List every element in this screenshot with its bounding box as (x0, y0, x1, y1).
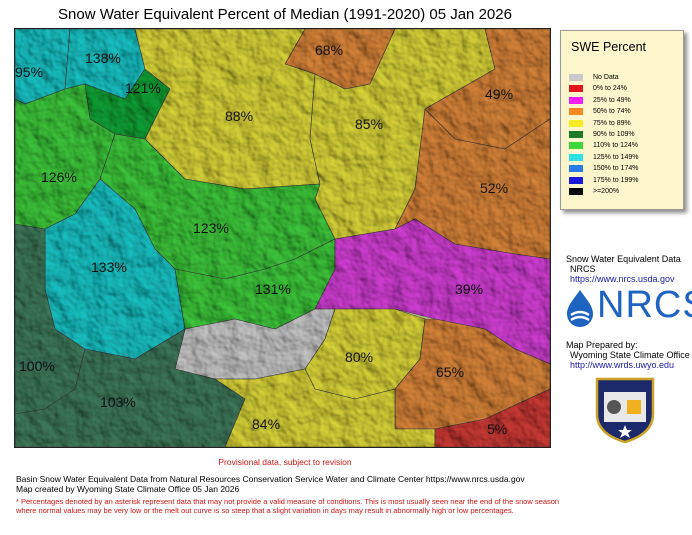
legend-label: >=200% (593, 187, 619, 197)
legend-swatch (569, 154, 583, 161)
basin-label-b4: 68% (315, 42, 343, 58)
legend-label: 175% to 199% (593, 176, 639, 186)
legend-swatch (569, 108, 583, 115)
legend-label: No Data (593, 73, 619, 83)
basin-label-b11: 133% (91, 259, 127, 275)
legend-label: 125% to 149% (593, 153, 639, 163)
credit-line-2: Map created by Wyoming State Climate Off… (16, 484, 239, 494)
basin-label-b14: 100% (19, 358, 55, 374)
basin-label-b6: 85% (355, 116, 383, 132)
legend-swatch (569, 177, 583, 184)
basin-label-b5: 88% (225, 108, 253, 124)
shield-icon (594, 376, 656, 444)
water-drop-icon (563, 288, 597, 328)
basin-label-b12: 131% (255, 281, 291, 297)
basin-label-b10: 52% (480, 180, 508, 196)
basin-label-b1: 95% (15, 64, 43, 80)
legend-swatch (569, 85, 583, 92)
legend-swatch (569, 188, 583, 195)
basin-label-b9: 123% (193, 220, 229, 236)
nrcs-logo: NRCS (563, 288, 688, 328)
legend-title: SWE Percent (571, 40, 646, 54)
legend-item: >=200% (569, 187, 679, 197)
legend-label: 90% to 109% (593, 130, 635, 140)
legend-item: 0% to 24% (569, 84, 679, 94)
basin-map-canvas: 95% 138% 121% 68% 88% 85% 49% 126% 123% … (15, 29, 550, 447)
legend-item: 125% to 149% (569, 153, 679, 163)
provisional-notice: Provisional data, subject to revision (0, 457, 570, 467)
legend-item: 50% to 74% (569, 107, 679, 117)
footnote: * Percentages denoted by an asterisk rep… (16, 497, 576, 515)
wsco-badge (594, 376, 656, 444)
legend-swatch (569, 74, 583, 81)
basin-label-b18: 84% (252, 416, 280, 432)
legend-swatch (569, 120, 583, 127)
page-title: Snow Water Equivalent Percent of Median … (0, 6, 570, 23)
legend-item: 110% to 124% (569, 141, 679, 151)
legend-item: 150% to 174% (569, 164, 679, 174)
legend-item: 90% to 109% (569, 130, 679, 140)
legend-item: 75% to 89% (569, 119, 679, 129)
prepared-link[interactable]: http://www.wrds.uwyo.edu (570, 360, 674, 371)
basin-label-b7: 49% (485, 86, 513, 102)
basin-label-b13: 39% (455, 281, 483, 297)
legend-label: 110% to 124% (593, 141, 638, 151)
nrcs-logo-text: NRCS (597, 284, 692, 327)
swe-legend: SWE Percent No Data 0% to 24% 25% to 49% 50… (560, 30, 684, 210)
swe-map[interactable]: 95% 138% 121% 68% 88% 85% 49% 126% 123% … (14, 28, 551, 448)
legend-label: 0% to 24% (593, 84, 627, 94)
legend-label: 25% to 49% (593, 96, 631, 106)
legend-swatch (569, 142, 583, 149)
legend-swatch (569, 97, 583, 104)
legend-label: 150% to 174% (593, 164, 639, 174)
legend-label: 50% to 74% (593, 107, 631, 117)
basin-label-b16: 65% (436, 364, 464, 380)
basin-label-b8: 126% (41, 169, 77, 185)
legend-label: 75% to 89% (593, 119, 631, 129)
legend-swatch (569, 165, 583, 172)
basin-label-b2: 138% (85, 50, 121, 66)
legend-item: 25% to 49% (569, 96, 679, 106)
basin-label-b19: 5% (487, 421, 507, 437)
basin-label-b3: 121% (125, 80, 161, 96)
credit-line-1: Basin Snow Water Equivalent Data from Na… (16, 474, 525, 484)
legend-item: 175% to 199% (569, 176, 679, 186)
basin-label-b15: 80% (345, 349, 373, 365)
basin-label-b17: 103% (100, 394, 136, 410)
legend-item: No Data (569, 73, 679, 83)
legend-swatch (569, 131, 583, 138)
